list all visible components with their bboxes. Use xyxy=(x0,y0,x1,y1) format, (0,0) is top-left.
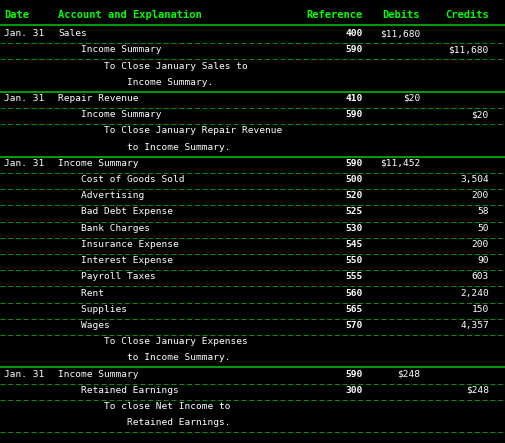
Text: $11,452: $11,452 xyxy=(380,159,420,168)
Text: Cost of Goods Sold: Cost of Goods Sold xyxy=(58,175,184,184)
Text: 2,240: 2,240 xyxy=(460,288,489,298)
Text: Repair Revenue: Repair Revenue xyxy=(58,94,138,103)
Text: Advertising: Advertising xyxy=(58,191,144,200)
Text: Wages: Wages xyxy=(58,321,110,330)
Text: 58: 58 xyxy=(477,207,489,217)
Text: Account and Explanation: Account and Explanation xyxy=(58,10,202,20)
Text: Retained Earnings: Retained Earnings xyxy=(58,386,179,395)
Text: To Close January Repair Revenue: To Close January Repair Revenue xyxy=(58,126,282,136)
Text: to Income Summary.: to Income Summary. xyxy=(58,354,231,362)
Text: To close Net Income to: To close Net Income to xyxy=(58,402,231,411)
Text: to Income Summary.: to Income Summary. xyxy=(58,143,231,152)
Text: $248: $248 xyxy=(466,386,489,395)
Text: 4,357: 4,357 xyxy=(460,321,489,330)
Text: 603: 603 xyxy=(472,272,489,281)
Text: Income Summary: Income Summary xyxy=(58,110,162,119)
Text: 50: 50 xyxy=(477,224,489,233)
Text: 200: 200 xyxy=(472,240,489,249)
Text: Jan. 31: Jan. 31 xyxy=(4,159,44,168)
Text: 500: 500 xyxy=(345,175,363,184)
Text: 90: 90 xyxy=(477,256,489,265)
Text: 590: 590 xyxy=(345,45,363,54)
Text: 400: 400 xyxy=(345,29,363,38)
Text: 520: 520 xyxy=(345,191,363,200)
Text: Supplies: Supplies xyxy=(58,305,127,314)
Text: $248: $248 xyxy=(397,369,420,379)
Text: Insurance Expense: Insurance Expense xyxy=(58,240,179,249)
Text: 590: 590 xyxy=(345,159,363,168)
Text: 530: 530 xyxy=(345,224,363,233)
Text: 410: 410 xyxy=(345,94,363,103)
Text: Income Summary: Income Summary xyxy=(58,45,162,54)
Text: To Close January Sales to: To Close January Sales to xyxy=(58,62,248,70)
Text: 590: 590 xyxy=(345,110,363,119)
Text: 590: 590 xyxy=(345,369,363,379)
Text: $11,680: $11,680 xyxy=(380,29,420,38)
Text: $11,680: $11,680 xyxy=(448,45,489,54)
Text: 150: 150 xyxy=(472,305,489,314)
Text: 200: 200 xyxy=(472,191,489,200)
Text: 545: 545 xyxy=(345,240,363,249)
Text: Income Summary.: Income Summary. xyxy=(58,78,213,87)
Text: Date: Date xyxy=(4,10,29,20)
Text: 550: 550 xyxy=(345,256,363,265)
Text: 300: 300 xyxy=(345,386,363,395)
Text: Income Summary: Income Summary xyxy=(58,369,138,379)
Text: 570: 570 xyxy=(345,321,363,330)
Text: Credits: Credits xyxy=(445,10,489,20)
Text: Interest Expense: Interest Expense xyxy=(58,256,173,265)
Text: 565: 565 xyxy=(345,305,363,314)
Text: Jan. 31: Jan. 31 xyxy=(4,29,44,38)
Text: Debits: Debits xyxy=(383,10,420,20)
Text: Bad Debt Expense: Bad Debt Expense xyxy=(58,207,173,217)
Text: Reference: Reference xyxy=(307,10,363,20)
Text: Payroll Taxes: Payroll Taxes xyxy=(58,272,156,281)
Text: To Close January Expenses: To Close January Expenses xyxy=(58,337,248,346)
Text: Sales: Sales xyxy=(58,29,87,38)
Text: $20: $20 xyxy=(472,110,489,119)
Text: 560: 560 xyxy=(345,288,363,298)
Text: Income Summary: Income Summary xyxy=(58,159,138,168)
Text: $20: $20 xyxy=(403,94,420,103)
Text: Bank Charges: Bank Charges xyxy=(58,224,150,233)
Text: 555: 555 xyxy=(345,272,363,281)
Text: Retained Earnings.: Retained Earnings. xyxy=(58,418,231,427)
Text: 3,504: 3,504 xyxy=(460,175,489,184)
Text: Rent: Rent xyxy=(58,288,104,298)
Text: Jan. 31: Jan. 31 xyxy=(4,369,44,379)
Text: Jan. 31: Jan. 31 xyxy=(4,94,44,103)
Text: 525: 525 xyxy=(345,207,363,217)
